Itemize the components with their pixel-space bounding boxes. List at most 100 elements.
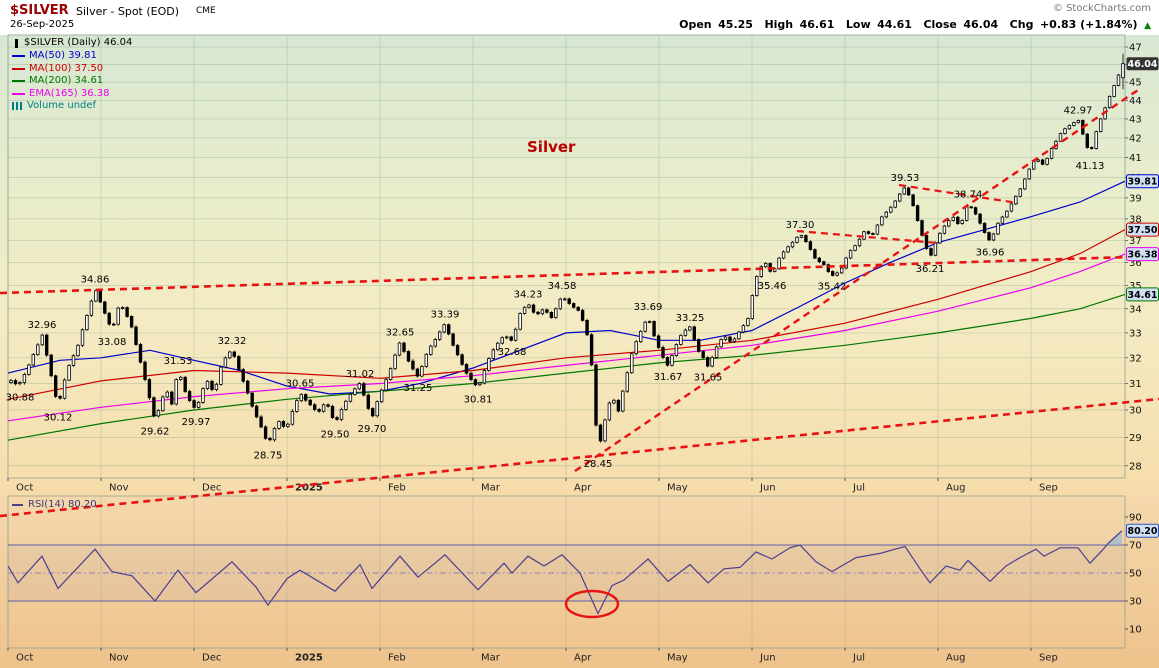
candle: [348, 393, 353, 402]
candle: [509, 336, 513, 341]
candle: [808, 241, 813, 250]
rsi-panel: 90 70 50 30 10: [7, 513, 1142, 636]
candle: [942, 225, 947, 234]
rsi-hover-area[interactable]: [8, 496, 1125, 648]
svg-text:32.65: 32.65: [386, 328, 415, 339]
candle: [375, 401, 379, 417]
main-chart-hover-area[interactable]: [8, 35, 1125, 478]
candle: [889, 206, 893, 213]
candle: [321, 404, 326, 412]
candle: [295, 400, 299, 412]
copyright-link[interactable]: © StockCharts.com: [1052, 3, 1151, 14]
candle: [504, 336, 509, 339]
candle: [344, 400, 348, 410]
candle: [112, 323, 116, 326]
svg-text:35: 35: [1129, 281, 1142, 292]
candle: [85, 314, 89, 331]
svg-text:28.45: 28.45: [584, 459, 613, 470]
ema165-line: [7, 253, 1126, 422]
candle: [491, 349, 495, 359]
candle: [781, 251, 786, 259]
candle: [1045, 157, 1049, 165]
candle: [777, 257, 781, 270]
svg-text:30.65: 30.65: [286, 379, 315, 390]
candle: [94, 290, 98, 302]
ohlc-quote: Open 45.25 High 46.61 Low 44.61 Close 46…: [671, 18, 1151, 31]
candle: [518, 312, 522, 330]
candle: [674, 344, 679, 357]
svg-text:31.67: 31.67: [654, 372, 683, 383]
svg-text:38: 38: [1129, 214, 1142, 225]
candle: [652, 321, 656, 337]
candle: [683, 329, 688, 336]
candle: [393, 354, 397, 370]
candle: [442, 324, 446, 333]
candle: [804, 235, 808, 243]
svg-text:80.20: 80.20: [1127, 526, 1157, 537]
svg-text:39.53: 39.53: [891, 173, 920, 184]
candle: [196, 401, 201, 408]
candle: [1049, 148, 1054, 159]
svg-text:Mar: Mar: [481, 653, 501, 664]
candle: [603, 419, 607, 442]
candle: [89, 300, 94, 316]
candle: [857, 238, 862, 247]
svg-text:33.25: 33.25: [676, 313, 705, 324]
candle: [737, 331, 741, 340]
candle: [272, 427, 277, 441]
candle: [723, 336, 728, 340]
candle: [326, 404, 330, 407]
candle: [36, 344, 40, 355]
axis-badge: 80.20: [1126, 523, 1159, 538]
legend-volume: Volume undef: [12, 100, 132, 113]
candle: [1014, 195, 1018, 205]
svg-text:36: 36: [1129, 258, 1142, 269]
candle: [129, 315, 134, 328]
svg-text:29: 29: [1129, 433, 1142, 444]
svg-text:29.50: 29.50: [321, 430, 350, 441]
candle: [875, 224, 880, 235]
svg-text:Feb: Feb: [388, 653, 406, 664]
trendline: [0, 397, 1159, 518]
candle: [1090, 147, 1094, 149]
close-value: 46.04: [963, 18, 999, 31]
trendline: [574, 89, 1139, 472]
candlestick-icon: [15, 39, 18, 48]
candle: [263, 426, 268, 439]
candle: [58, 395, 62, 399]
candle: [40, 334, 44, 346]
candle: [71, 355, 76, 366]
candle: [286, 423, 290, 427]
candle: [991, 233, 996, 241]
candle: [513, 328, 518, 341]
candle: [661, 347, 665, 358]
candle: [259, 416, 263, 428]
svg-text:29.62: 29.62: [141, 426, 170, 437]
candle: [665, 356, 670, 366]
svg-text:34.61: 34.61: [1127, 290, 1157, 301]
candle: [1072, 122, 1076, 126]
svg-text:46.04: 46.04: [1127, 59, 1157, 70]
svg-text:10: 10: [1129, 625, 1142, 636]
svg-text:31.02: 31.02: [346, 369, 375, 380]
series-legend: $SILVER (Daily) 46.04: [24, 37, 133, 49]
svg-text:2025: 2025: [295, 483, 323, 494]
candle: [1000, 216, 1005, 224]
candle: [80, 329, 85, 346]
candle: [388, 368, 393, 381]
candle: [973, 207, 978, 215]
candle: [764, 262, 768, 268]
candle: [451, 333, 455, 346]
candle: [531, 304, 536, 313]
chart-date: 26-Sep-2025: [10, 19, 75, 30]
ma50-swatch: [12, 55, 25, 58]
chg-value: +0.83 (+1.84%): [1039, 18, 1138, 31]
svg-text:28.75: 28.75: [254, 450, 283, 461]
candle: [1027, 168, 1031, 180]
candle: [893, 200, 897, 208]
date-axis: Oct Oct Nov Nov Dec Dec 2025 2025 Feb Feb Mar Mar Ap…: [7, 478, 1058, 664]
svg-text:32: 32: [1129, 353, 1142, 364]
candle: [1063, 128, 1067, 134]
candle: [237, 356, 241, 371]
svg-text:Jul: Jul: [852, 653, 865, 664]
